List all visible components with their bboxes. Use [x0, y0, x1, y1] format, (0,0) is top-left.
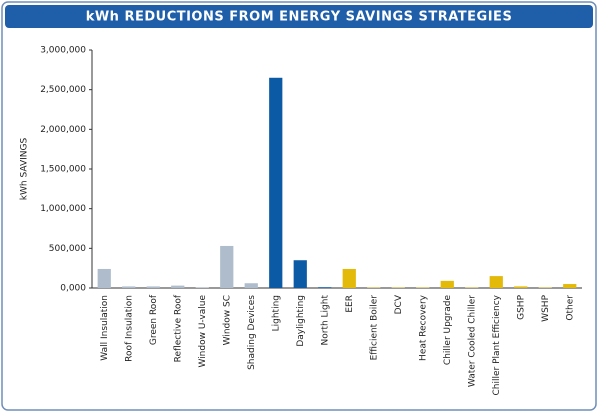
bar: [342, 268, 356, 288]
y-tick-label: 2,000,000: [40, 125, 86, 135]
bar: [244, 283, 258, 288]
x-tick-label: Daylighting: [296, 295, 306, 347]
title-bar: [5, 5, 593, 28]
x-tick-label: Window U-value: [198, 295, 208, 368]
bar: [97, 268, 111, 288]
bar: [293, 260, 307, 288]
bar: [220, 245, 234, 288]
x-tick-label: GSHP: [516, 294, 526, 319]
bar: [440, 280, 454, 288]
x-tick-label: Wall Insulation: [100, 295, 110, 361]
y-axis-label: kWh SAVINGS: [20, 138, 30, 201]
x-tick-label: Water Cooled Chiller: [467, 295, 477, 387]
x-tick-label: Lighting: [271, 295, 281, 331]
y-tick-label: 500,000: [49, 244, 86, 254]
x-tick-label: Efficient Boiler: [369, 295, 379, 361]
bar: [269, 77, 283, 289]
x-tick-label: Other: [565, 295, 575, 321]
x-tick-label: WSHP: [541, 294, 551, 321]
chart-title: kWh REDUCTIONS FROM ENERGY SAVINGS STRAT…: [86, 10, 513, 25]
x-tick-label: Roof Insulation: [124, 295, 134, 362]
x-tick-label: Heat Recovery: [418, 294, 428, 361]
x-tick-label: Window SC: [222, 295, 232, 345]
x-tick-label: DCV: [394, 294, 404, 314]
x-tick-label: EER: [345, 295, 355, 313]
x-tick-label: North Light: [320, 295, 330, 346]
x-tick-label: Reflective Roof: [173, 294, 183, 362]
y-tick-label: 3,000,000: [40, 46, 86, 56]
bar: [146, 286, 160, 288]
x-tick-label: Green Roof: [149, 294, 159, 345]
bar: [122, 286, 136, 288]
bar: [514, 286, 528, 288]
bar: [318, 287, 332, 288]
x-tick-label: Shading Devices: [247, 295, 257, 370]
y-tick-label: 1,000,000: [40, 204, 86, 214]
x-tick-label: Chiller Upgrade: [443, 295, 453, 366]
y-tick-label: 2,500,000: [40, 85, 86, 95]
x-tick-label: Chiller Plant Efficiency: [492, 294, 502, 395]
y-tick-label: 1,500,000: [40, 165, 86, 175]
bar: [171, 285, 185, 288]
bar: [489, 276, 503, 288]
bar: [563, 284, 577, 288]
y-tick-label: 0,000: [60, 284, 86, 294]
